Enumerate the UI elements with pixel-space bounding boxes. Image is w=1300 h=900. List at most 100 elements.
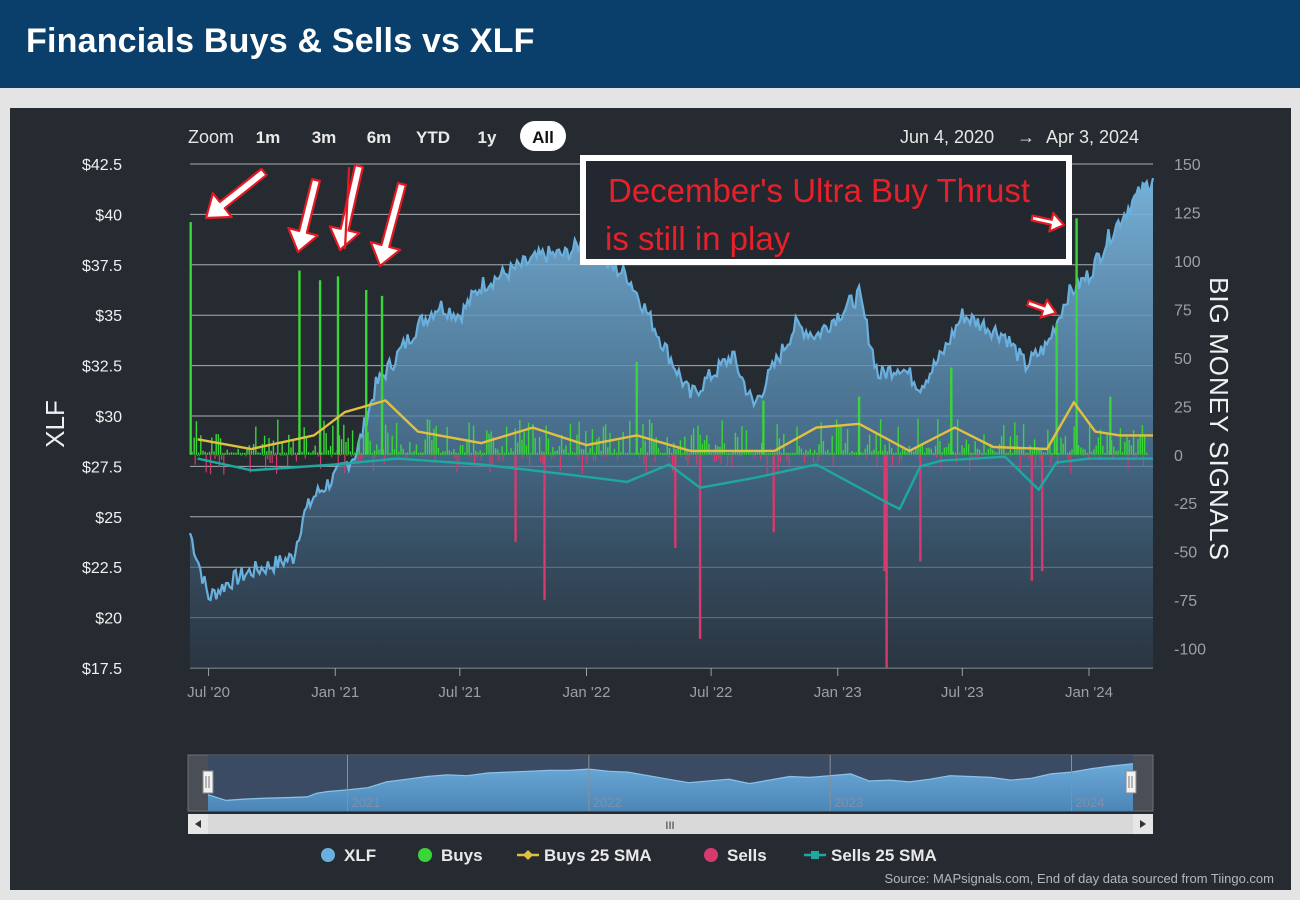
scrollbar-thumb[interactable]: [208, 814, 1133, 834]
legend-dot-icon: [704, 848, 718, 862]
navigator-year-label: 2024: [1076, 795, 1105, 810]
arrow-icon: [369, 181, 407, 268]
x-tick-label: Jul '23: [941, 684, 984, 701]
zoom-button-label: 1y: [478, 128, 497, 147]
range-arrow: →: [1017, 127, 1035, 147]
x-tick-label: Jul '22: [690, 684, 733, 701]
left-tick-label: $17.5: [82, 661, 122, 678]
zoom-button-all[interactable]: All: [520, 121, 566, 151]
x-tick-label: Jul '20: [187, 684, 230, 701]
x-tick-label: Jan '23: [814, 684, 862, 701]
x-tick-label: Jan '22: [563, 684, 611, 701]
right-tick-label: -100: [1174, 642, 1206, 659]
zoom-button-1y[interactable]: 1y: [478, 128, 497, 147]
left-tick-label: $32.5: [82, 359, 122, 376]
chart-svg: Zoom 1m 3m 6m YTD 1y All Jun 4, 2020 → Apr 3,…: [40, 121, 1274, 886]
right-tick-label: -50: [1174, 545, 1197, 562]
left-tick-label: $35: [95, 308, 122, 325]
zoom-button-6m[interactable]: 6m: [367, 128, 392, 147]
right-tick-label: 125: [1174, 205, 1201, 222]
right-axis-label: BIG MONEY SIGNALS: [1204, 277, 1234, 561]
annotation-arrows: [204, 163, 1066, 319]
zoom-toolbar: Zoom 1m 3m 6m YTD 1y All Jun 4, 2020 → Apr 3,…: [188, 121, 1139, 151]
chart-panel: Zoom 1m 3m 6m YTD 1y All Jun 4, 2020 → Apr 3,…: [10, 108, 1291, 890]
xlf-line: [188, 177, 1155, 602]
header-bar: Financials Buys & Sells vs XLF: [0, 0, 1300, 88]
page-title: Financials Buys & Sells vs XLF: [26, 22, 535, 60]
zoom-button-label: 1m: [256, 128, 281, 147]
right-tick-label: -75: [1174, 593, 1197, 610]
zoom-button-label: YTD: [416, 128, 450, 147]
bar-series: [189, 218, 1148, 668]
xlf-area: [190, 178, 1153, 668]
scroll-right-icon: [1140, 820, 1146, 828]
legend-dot-icon: [321, 848, 335, 862]
zoom-active-pill: [520, 121, 566, 151]
scrollbar-grip: III: [665, 820, 674, 832]
zoom-button-label: 6m: [367, 128, 392, 147]
right-tick-label: 150: [1174, 157, 1201, 174]
scrollbar[interactable]: III: [188, 814, 1153, 834]
legend-label: Buys: [441, 846, 483, 865]
left-tick-label: $42.5: [82, 157, 122, 174]
source-note: Source: MAPsignals.com, End of day data …: [885, 871, 1274, 886]
right-tick-label: 75: [1174, 302, 1192, 319]
arrow-icon: [287, 177, 321, 254]
arrow-icon: [343, 166, 351, 250]
legend-label: Buys 25 SMA: [544, 846, 652, 865]
legend-dot-icon: [418, 848, 432, 862]
legend-label: Sells: [727, 846, 767, 865]
left-tick-label: $30: [95, 409, 122, 426]
navigator-line: [207, 763, 1134, 802]
left-tick-label: $37.5: [82, 258, 122, 275]
right-tick-label: 0: [1174, 448, 1183, 465]
legend-item-buys[interactable]: Buys: [418, 846, 483, 865]
right-axis-ticks: 150 125 100 75 50 25 0 -25 -50 -75 -100: [1174, 157, 1206, 659]
buys-sma-line: [197, 399, 1153, 453]
zoom-button-1m[interactable]: 1m: [256, 128, 281, 147]
legend-diamond-icon: [523, 850, 533, 860]
sells-sma-line: [197, 455, 1153, 511]
zoom-button-label: 3m: [312, 128, 337, 147]
sma-series: [197, 399, 1153, 511]
navigator-year-label: 2022: [593, 795, 622, 810]
navigator-year-label: 2021: [352, 795, 381, 810]
left-tick-label: $27.5: [82, 459, 122, 476]
x-tick-label: Jul '21: [438, 684, 481, 701]
left-axis-ticks: $42.5 $40 $37.5 $35 $32.5 $30 $27.5 $25 $22.5 $20…: [82, 157, 122, 678]
legend-item-buys-25-sma[interactable]: Buys 25 SMA: [517, 846, 652, 865]
range-start: Jun 4, 2020: [900, 127, 994, 147]
right-tick-label: 50: [1174, 351, 1192, 368]
zoom-label: Zoom: [188, 127, 234, 147]
arrow-icon: [1030, 211, 1066, 233]
right-tick-label: 25: [1174, 399, 1192, 416]
range-end: Apr 3, 2024: [1046, 127, 1139, 147]
x-axis-ticks: Jul '20 Jan '21 Jul '21 Jan '22 Jul '22 Jan '…: [187, 668, 1113, 701]
arrow-icon: [204, 167, 268, 220]
annotation-line-1: December's Ultra Buy Thrust: [608, 172, 1030, 209]
right-tick-label: 100: [1174, 254, 1201, 271]
left-tick-label: $25: [95, 510, 122, 527]
navigator-series: [207, 763, 1134, 811]
zoom-button-3m[interactable]: 3m: [312, 128, 337, 147]
arrow-icon: [1026, 298, 1058, 319]
left-axis-label: XLF: [40, 400, 70, 448]
navigator[interactable]: 2021 2022 2023 2024: [187, 754, 1154, 812]
legend-item-sells[interactable]: Sells: [704, 846, 767, 865]
left-tick-label: $22.5: [82, 560, 122, 577]
legend-item-sells-25-sma[interactable]: Sells 25 SMA: [804, 846, 937, 865]
navigator-right-handle[interactable]: [1125, 770, 1137, 794]
legend-label: Sells 25 SMA: [831, 846, 937, 865]
navigator-year-label: 2023: [834, 795, 863, 810]
scroll-left-icon: [195, 820, 201, 828]
zoom-button-label: All: [532, 128, 554, 147]
navigator-left-handle[interactable]: [202, 770, 214, 794]
left-tick-label: $40: [95, 207, 122, 224]
xlf-series: [188, 177, 1155, 668]
zoom-button-ytd[interactable]: YTD: [416, 128, 450, 147]
legend: XLF Buys Buys 25 SMA Sells Sells 25 SMA: [321, 846, 937, 865]
legend-item-xlf[interactable]: XLF: [321, 846, 376, 865]
right-tick-label: -25: [1174, 496, 1197, 513]
left-tick-label: $20: [95, 611, 122, 628]
x-tick-label: Jan '21: [311, 684, 359, 701]
